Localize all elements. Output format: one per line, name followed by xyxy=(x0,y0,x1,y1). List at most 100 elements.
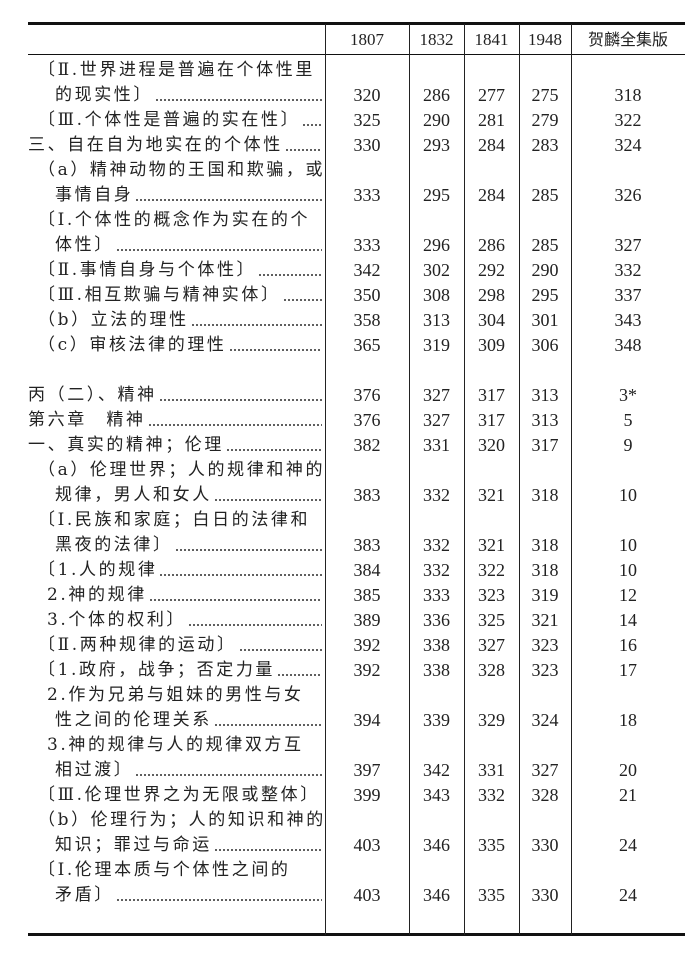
dot-leader xyxy=(277,658,322,683)
page-number-cell: 9 xyxy=(623,435,633,455)
entry-title: 2.神的规律 xyxy=(47,583,322,608)
entry-text: 2.神的规律 xyxy=(47,585,147,605)
entry-text: 性之间的伦理关系 xyxy=(55,710,212,730)
page-number-cell: 330 xyxy=(531,885,559,905)
page-number-cell: 319 xyxy=(423,335,450,355)
dot-leader xyxy=(155,83,322,108)
column-divider xyxy=(409,24,410,935)
page-number-cell: 284 xyxy=(478,135,505,155)
page-number-cell: 318 xyxy=(531,560,559,580)
page-number-cell: 319 xyxy=(531,585,559,605)
page-number-cell: 322 xyxy=(478,560,505,580)
page-number-cell: 389 xyxy=(353,610,381,630)
entry-text: 〔1.人的规律 xyxy=(38,560,158,580)
page-number-cell: 317 xyxy=(478,385,505,405)
page-number-cell: 328 xyxy=(531,785,559,805)
page-number-cell: 358 xyxy=(353,310,381,330)
entry-title: （b）立法的理性 xyxy=(38,308,322,333)
page-number-cell: 330 xyxy=(353,135,381,155)
entry-text: 相过渡〕 xyxy=(55,760,134,780)
column-divider xyxy=(571,24,572,935)
entry-text: 丙（二）、精神 xyxy=(28,385,157,405)
entry-title-continuation: 规律，男人和女人 xyxy=(55,483,322,508)
page-number-cell: 327 xyxy=(478,635,505,655)
page-number-cell: 308 xyxy=(423,285,450,305)
page-number-cell: 16 xyxy=(619,635,637,655)
dot-leader xyxy=(174,533,322,558)
page-number-cell: 313 xyxy=(531,410,559,430)
dot-leader xyxy=(148,583,322,608)
entry-title: 〔Ⅰ.个体性的概念作为实在的个 xyxy=(38,208,322,233)
entry-text: 〔Ⅰ.民族和家庭；白日的法律和 xyxy=(38,510,311,530)
page-number-cell: 339 xyxy=(423,710,450,730)
page-number-cell: 342 xyxy=(353,260,381,280)
page-number-cell: 323 xyxy=(478,585,505,605)
dot-leader xyxy=(190,308,322,333)
dot-leader xyxy=(238,633,322,658)
entry-text: 体性〕 xyxy=(55,235,114,255)
page-number-cell: 3* xyxy=(619,385,637,405)
entry-title: （b）伦理行为；人的知识和神的 xyxy=(38,808,323,833)
page-number-cell: 325 xyxy=(353,110,381,130)
page-number-cell: 295 xyxy=(423,185,450,205)
page-number-cell: 290 xyxy=(423,110,450,130)
column-divider xyxy=(325,24,326,935)
page-number-cell: 320 xyxy=(353,85,381,105)
entry-title-continuation: 事情自身 xyxy=(55,183,322,208)
entry-title-continuation: 性之间的伦理关系 xyxy=(55,708,322,733)
page-number-cell: 290 xyxy=(531,260,559,280)
entry-text: 的现实性〕 xyxy=(55,85,153,105)
page-number-cell: 309 xyxy=(478,335,505,355)
dot-leader xyxy=(226,433,322,458)
page-number-cell: 376 xyxy=(353,385,381,405)
dot-leader xyxy=(188,608,322,633)
entry-text: （a）精神动物的王国和欺骗，或 xyxy=(38,160,326,180)
page-number-cell: 403 xyxy=(353,885,381,905)
dot-leader xyxy=(135,758,322,783)
page-number-cell: 394 xyxy=(353,710,381,730)
entry-title: 丙（二）、精神 xyxy=(28,383,322,408)
dot-leader xyxy=(284,133,322,158)
entry-title-continuation: 相过渡〕 xyxy=(55,758,322,783)
page-number-cell: 323 xyxy=(531,660,559,680)
dot-leader xyxy=(213,483,322,508)
page-number-cell: 301 xyxy=(531,310,559,330)
page-number-cell: 383 xyxy=(353,485,381,505)
dot-leader xyxy=(158,383,322,408)
page-number-cell: 321 xyxy=(531,610,559,630)
dot-leader xyxy=(135,183,322,208)
page-number-cell: 338 xyxy=(423,660,450,680)
page-number-cell: 383 xyxy=(353,535,381,555)
entry-text: 〔Ⅰ.个体性的概念作为实在的个 xyxy=(38,210,311,230)
dot-leader xyxy=(258,258,322,283)
entry-text: 〔Ⅲ.个体性是普遍的实在性〕 xyxy=(38,110,301,130)
entry-text: （a）伦理世界；人的规律和神的 xyxy=(38,460,326,480)
entry-title: 〔Ⅱ.世界进程是普遍在个体性里 xyxy=(38,58,322,83)
page-number-cell: 283 xyxy=(531,135,559,155)
entry-title-continuation: 的现实性〕 xyxy=(55,83,322,108)
entry-title: 〔Ⅲ.相互欺骗与精神实体〕 xyxy=(38,283,322,308)
entry-title-continuation: 知识；罪过与命运 xyxy=(55,833,322,858)
page-number-cell: 12 xyxy=(619,585,637,605)
top-rule xyxy=(28,22,685,25)
dot-leader xyxy=(213,708,322,733)
page-number-cell: 332 xyxy=(423,485,450,505)
page-number-cell: 286 xyxy=(423,85,450,105)
page-number-cell: 10 xyxy=(619,485,637,505)
page-number-cell: 336 xyxy=(423,610,450,630)
dot-leader xyxy=(282,283,322,308)
page-number-cell: 21 xyxy=(619,785,637,805)
page-number-cell: 14 xyxy=(619,610,637,630)
entry-text: 黑夜的法律〕 xyxy=(55,535,173,555)
page-number-cell: 337 xyxy=(614,285,642,305)
entry-text: 第六章 精神 xyxy=(28,410,146,430)
entry-title: 〔Ⅰ.民族和家庭；白日的法律和 xyxy=(38,508,322,533)
page-number-cell: 10 xyxy=(619,560,637,580)
dot-leader xyxy=(115,883,322,908)
page-number-cell: 384 xyxy=(353,560,381,580)
page-number-cell: 18 xyxy=(619,710,637,730)
dot-leader xyxy=(213,833,322,858)
entry-title: 〔1.政府，战争；否定力量 xyxy=(38,658,322,683)
page-number-cell: 318 xyxy=(614,85,642,105)
page-number-cell: 333 xyxy=(353,235,381,255)
